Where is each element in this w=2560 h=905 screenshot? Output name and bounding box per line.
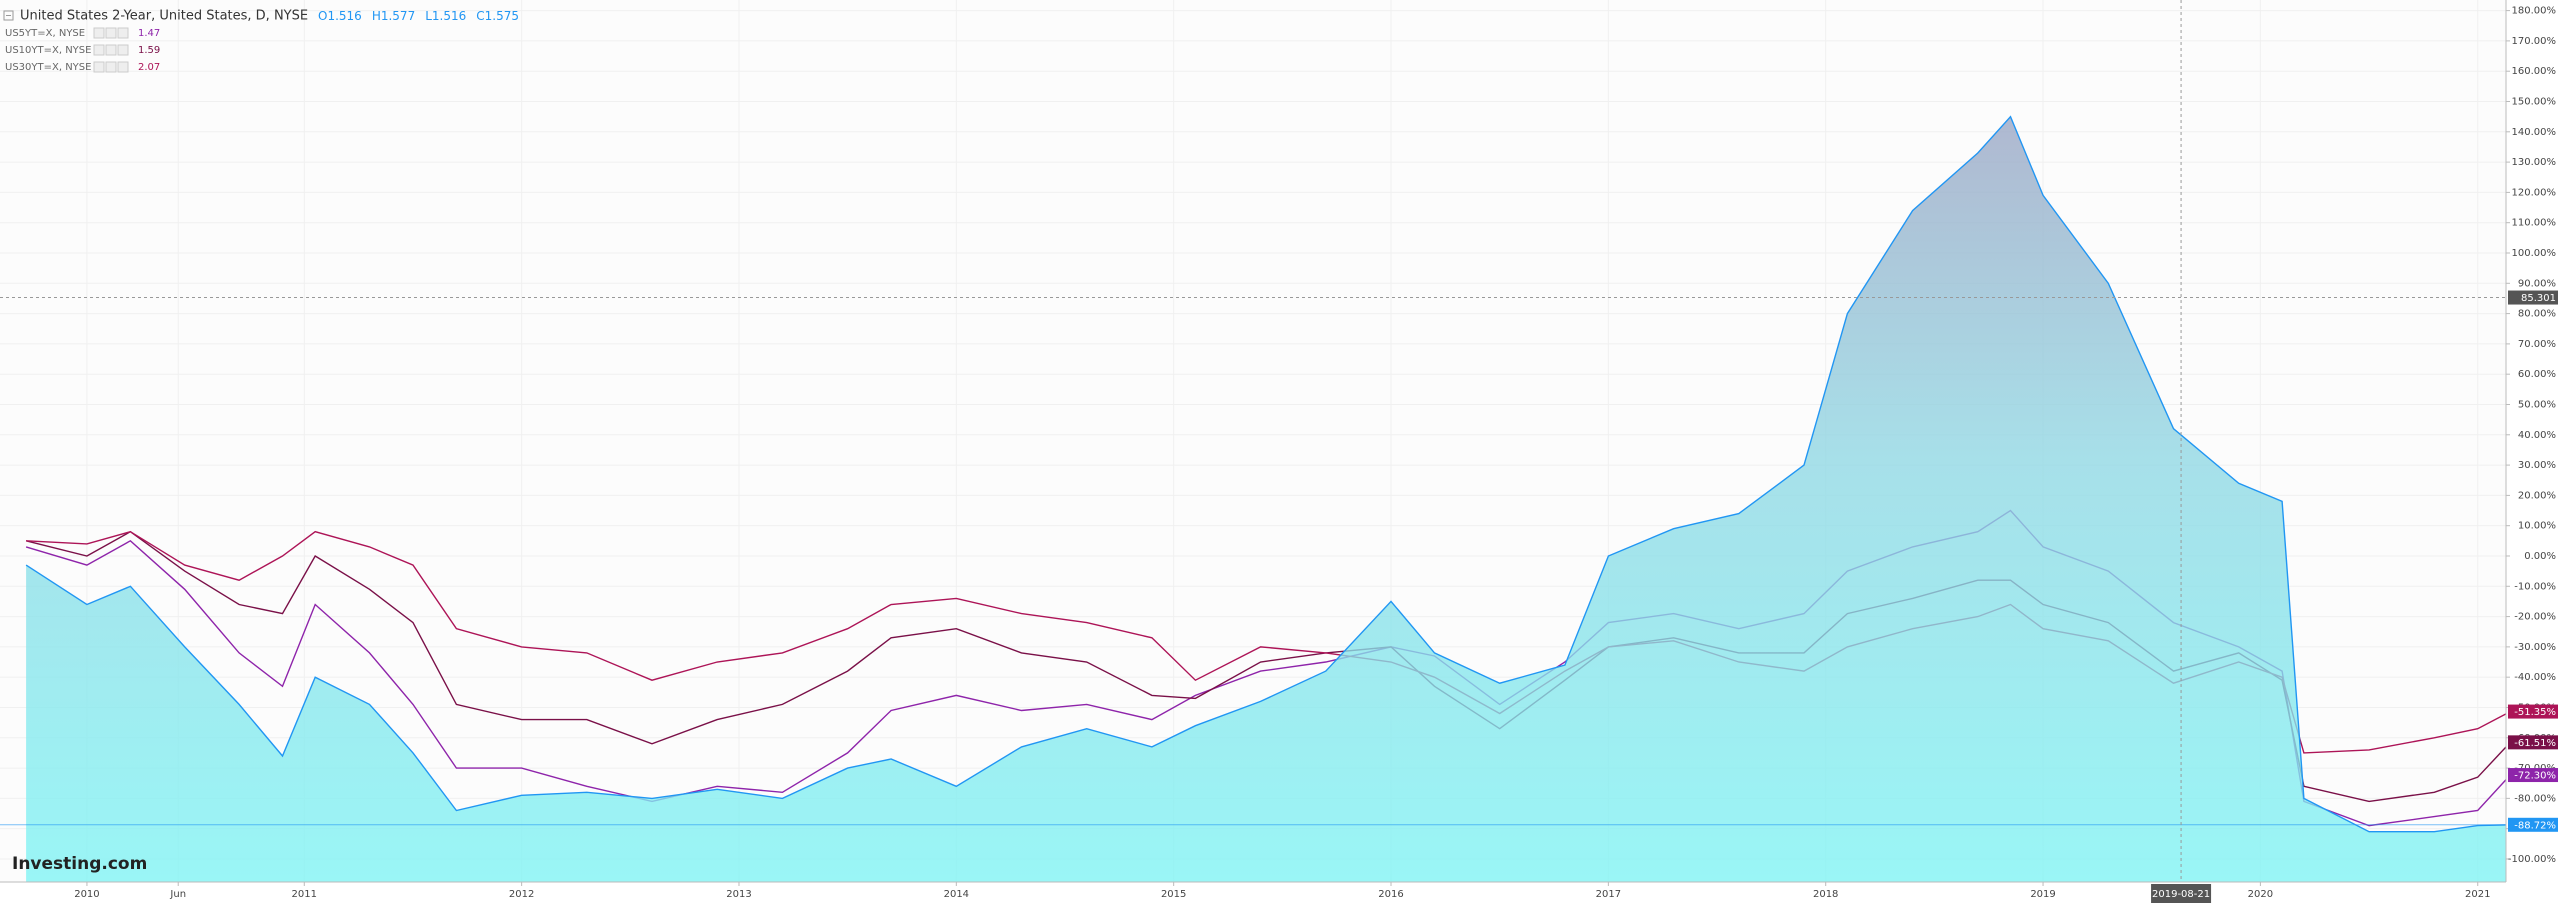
x-tick-label: 2015 [1161, 889, 1186, 900]
last-value-tag [2508, 735, 2558, 750]
last-value-label: -61.51% [2514, 738, 2556, 749]
y-tick-label: 90.00% [2518, 278, 2556, 289]
y-tick-label: 20.00% [2518, 490, 2556, 501]
ohlc: O1.516 H1.577 L1.516 C1.575 [318, 9, 519, 23]
legend-quote: 2.07 [138, 62, 160, 73]
y-tick-label: 80.00% [2518, 309, 2556, 320]
legend-quote: 1.59 [138, 45, 160, 56]
crosshair-x-tag [2151, 884, 2212, 903]
x-tick-label: 2014 [944, 889, 969, 900]
y-tick-label: 0.00% [2524, 551, 2556, 562]
y-tick-label: 30.00% [2518, 460, 2556, 471]
collapse-icon[interactable] [3, 10, 14, 21]
y-tick-label: 60.00% [2518, 369, 2556, 380]
x-tick-label: 2021 [2465, 889, 2490, 900]
legend-button[interactable] [117, 44, 129, 56]
y-tick-label: -10.00% [2514, 581, 2556, 592]
x-tick-label: 2016 [1378, 889, 1403, 900]
y-tick-label: -30.00% [2514, 642, 2556, 653]
last-value-label: -88.72% [2514, 820, 2556, 831]
last-value-tag [2508, 704, 2558, 719]
series-line [25, 115, 2511, 833]
y-tick-label: 160.00% [2512, 66, 2557, 77]
y-tick-label: 130.00% [2512, 157, 2557, 168]
legend-button[interactable] [93, 27, 105, 39]
ohlc-label: O [318, 9, 327, 23]
y-tick-label: 180.00% [2512, 6, 2557, 17]
last-value-label: -72.30% [2514, 771, 2556, 782]
crosshair-y-label: 85.301 [2521, 293, 2556, 304]
ohlc-label: H [372, 9, 381, 23]
x-tick-label: 2013 [726, 889, 751, 900]
last-value-tag [2508, 768, 2558, 783]
y-tick-label: 10.00% [2518, 521, 2556, 532]
y-tick-label: 40.00% [2518, 430, 2556, 441]
ohlc-label: C [476, 9, 484, 23]
y-tick-label: -80.00% [2514, 793, 2556, 804]
y-axis-panel [2506, 0, 2560, 905]
x-tick-label: 2012 [509, 889, 534, 900]
legend-button[interactable] [117, 61, 129, 73]
y-tick-label: 150.00% [2512, 97, 2557, 108]
legend-name: US5YT=X, NYSE [5, 28, 85, 39]
last-value-tag [2508, 817, 2558, 832]
watermark: Investing.com [12, 854, 147, 874]
y-tick-label: 170.00% [2512, 36, 2557, 47]
legend-button[interactable] [105, 44, 117, 56]
legend-quote: 1.47 [138, 28, 160, 39]
y-tick-label: 70.00% [2518, 339, 2556, 350]
x-axis-panel [0, 882, 2506, 905]
y-tick-label: 110.00% [2512, 218, 2557, 229]
legend-button[interactable] [105, 61, 117, 73]
y-tick-label: -100.00% [2508, 854, 2556, 865]
x-tick-label: 2020 [2248, 889, 2273, 900]
crosshair-y-tag [2508, 290, 2558, 305]
ohlc-value: 1.575 [485, 9, 519, 23]
y-tick-label: 120.00% [2512, 187, 2557, 198]
legend-button[interactable] [93, 44, 105, 56]
chart-title: United States 2-Year, United States, D, … [20, 9, 308, 24]
legend-button[interactable] [117, 27, 129, 39]
crosshair-x-label: 2019-08-21 [2152, 889, 2210, 900]
ohlc-value: 1.516 [432, 9, 466, 23]
series-area [26, 116, 2511, 882]
legend-name: US30YT=X, NYSE [5, 62, 91, 73]
last-value-label: -51.35% [2514, 707, 2556, 718]
y-tick-label: 50.00% [2518, 399, 2556, 410]
legend-button[interactable] [105, 27, 117, 39]
x-tick-label: 2011 [292, 889, 317, 900]
ohlc-value: 1.577 [381, 9, 415, 23]
y-tick-label: 140.00% [2512, 127, 2557, 138]
x-tick-label: 2019 [2030, 889, 2055, 900]
x-tick-label: Jun [169, 889, 186, 900]
legend-button[interactable] [93, 61, 105, 73]
ohlc-value: 1.516 [327, 9, 361, 23]
y-tick-label: -40.00% [2514, 672, 2556, 683]
legend-name: US10YT=X, NYSE [5, 45, 91, 56]
y-tick-label: -20.00% [2514, 612, 2556, 623]
x-tick-label: 2010 [74, 889, 99, 900]
ohlc-label: L [425, 9, 432, 23]
y-tick-label: 100.00% [2512, 248, 2557, 259]
x-tick-label: 2018 [1813, 889, 1838, 900]
x-tick-label: 2017 [1596, 889, 1621, 900]
